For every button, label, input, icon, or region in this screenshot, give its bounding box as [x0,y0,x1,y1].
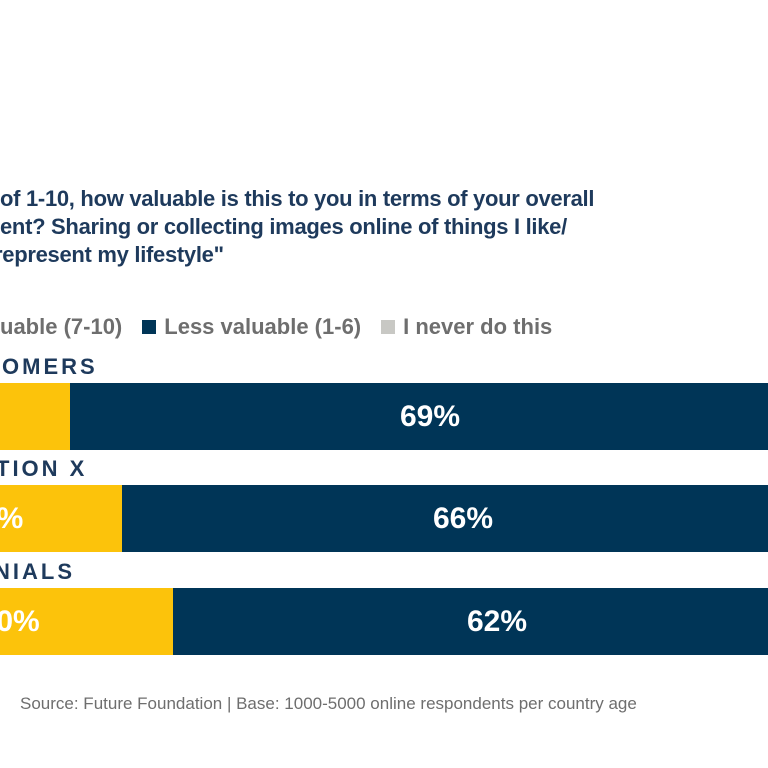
legend-label-less-valuable: Less valuable (1-6) [164,314,362,339]
bar-segment-less-valuable: 69% [70,383,768,450]
legend: uable (7-10) Less valuable (1-6) I never… [0,314,552,340]
chart-title-line-2: ent? Sharing or collecting images online… [0,214,567,239]
chart-title-line-3: represent my lifestyle" [0,242,224,267]
source-note: Source: Future Foundation | Base: 1000-5… [20,694,637,713]
data-label: 66% [432,501,494,535]
bar-row-boomers: 69% [0,383,768,450]
bar-segment-valuable: % [0,485,122,552]
bar-segment-less-valuable: 66% [122,485,768,552]
bar-segment-less-valuable: 62% [173,588,768,655]
legend-label-never: I never do this [403,314,553,339]
bar-row-gen-x: % 66% [0,485,768,552]
bar-row-millennials: 0% 62% [0,588,768,655]
data-label: 69% [399,399,461,433]
bar-segment-valuable: 0% [0,588,173,655]
category-label-boomers: OMERS [2,354,98,379]
data-label: 62% [466,604,528,638]
bar-segment-valuable [0,383,70,450]
category-label-millennials: NIALS [0,559,75,584]
category-label-gen-x: TION X [0,456,88,481]
data-label: 0% [0,604,40,638]
data-label: % [0,502,23,536]
legend-swatch-never [381,320,396,334]
legend-label-valuable: uable (7-10) [0,314,123,339]
chart-title-line-1: of 1-10, how valuable is this to you in … [0,186,595,211]
legend-swatch-less-valuable [142,320,157,334]
